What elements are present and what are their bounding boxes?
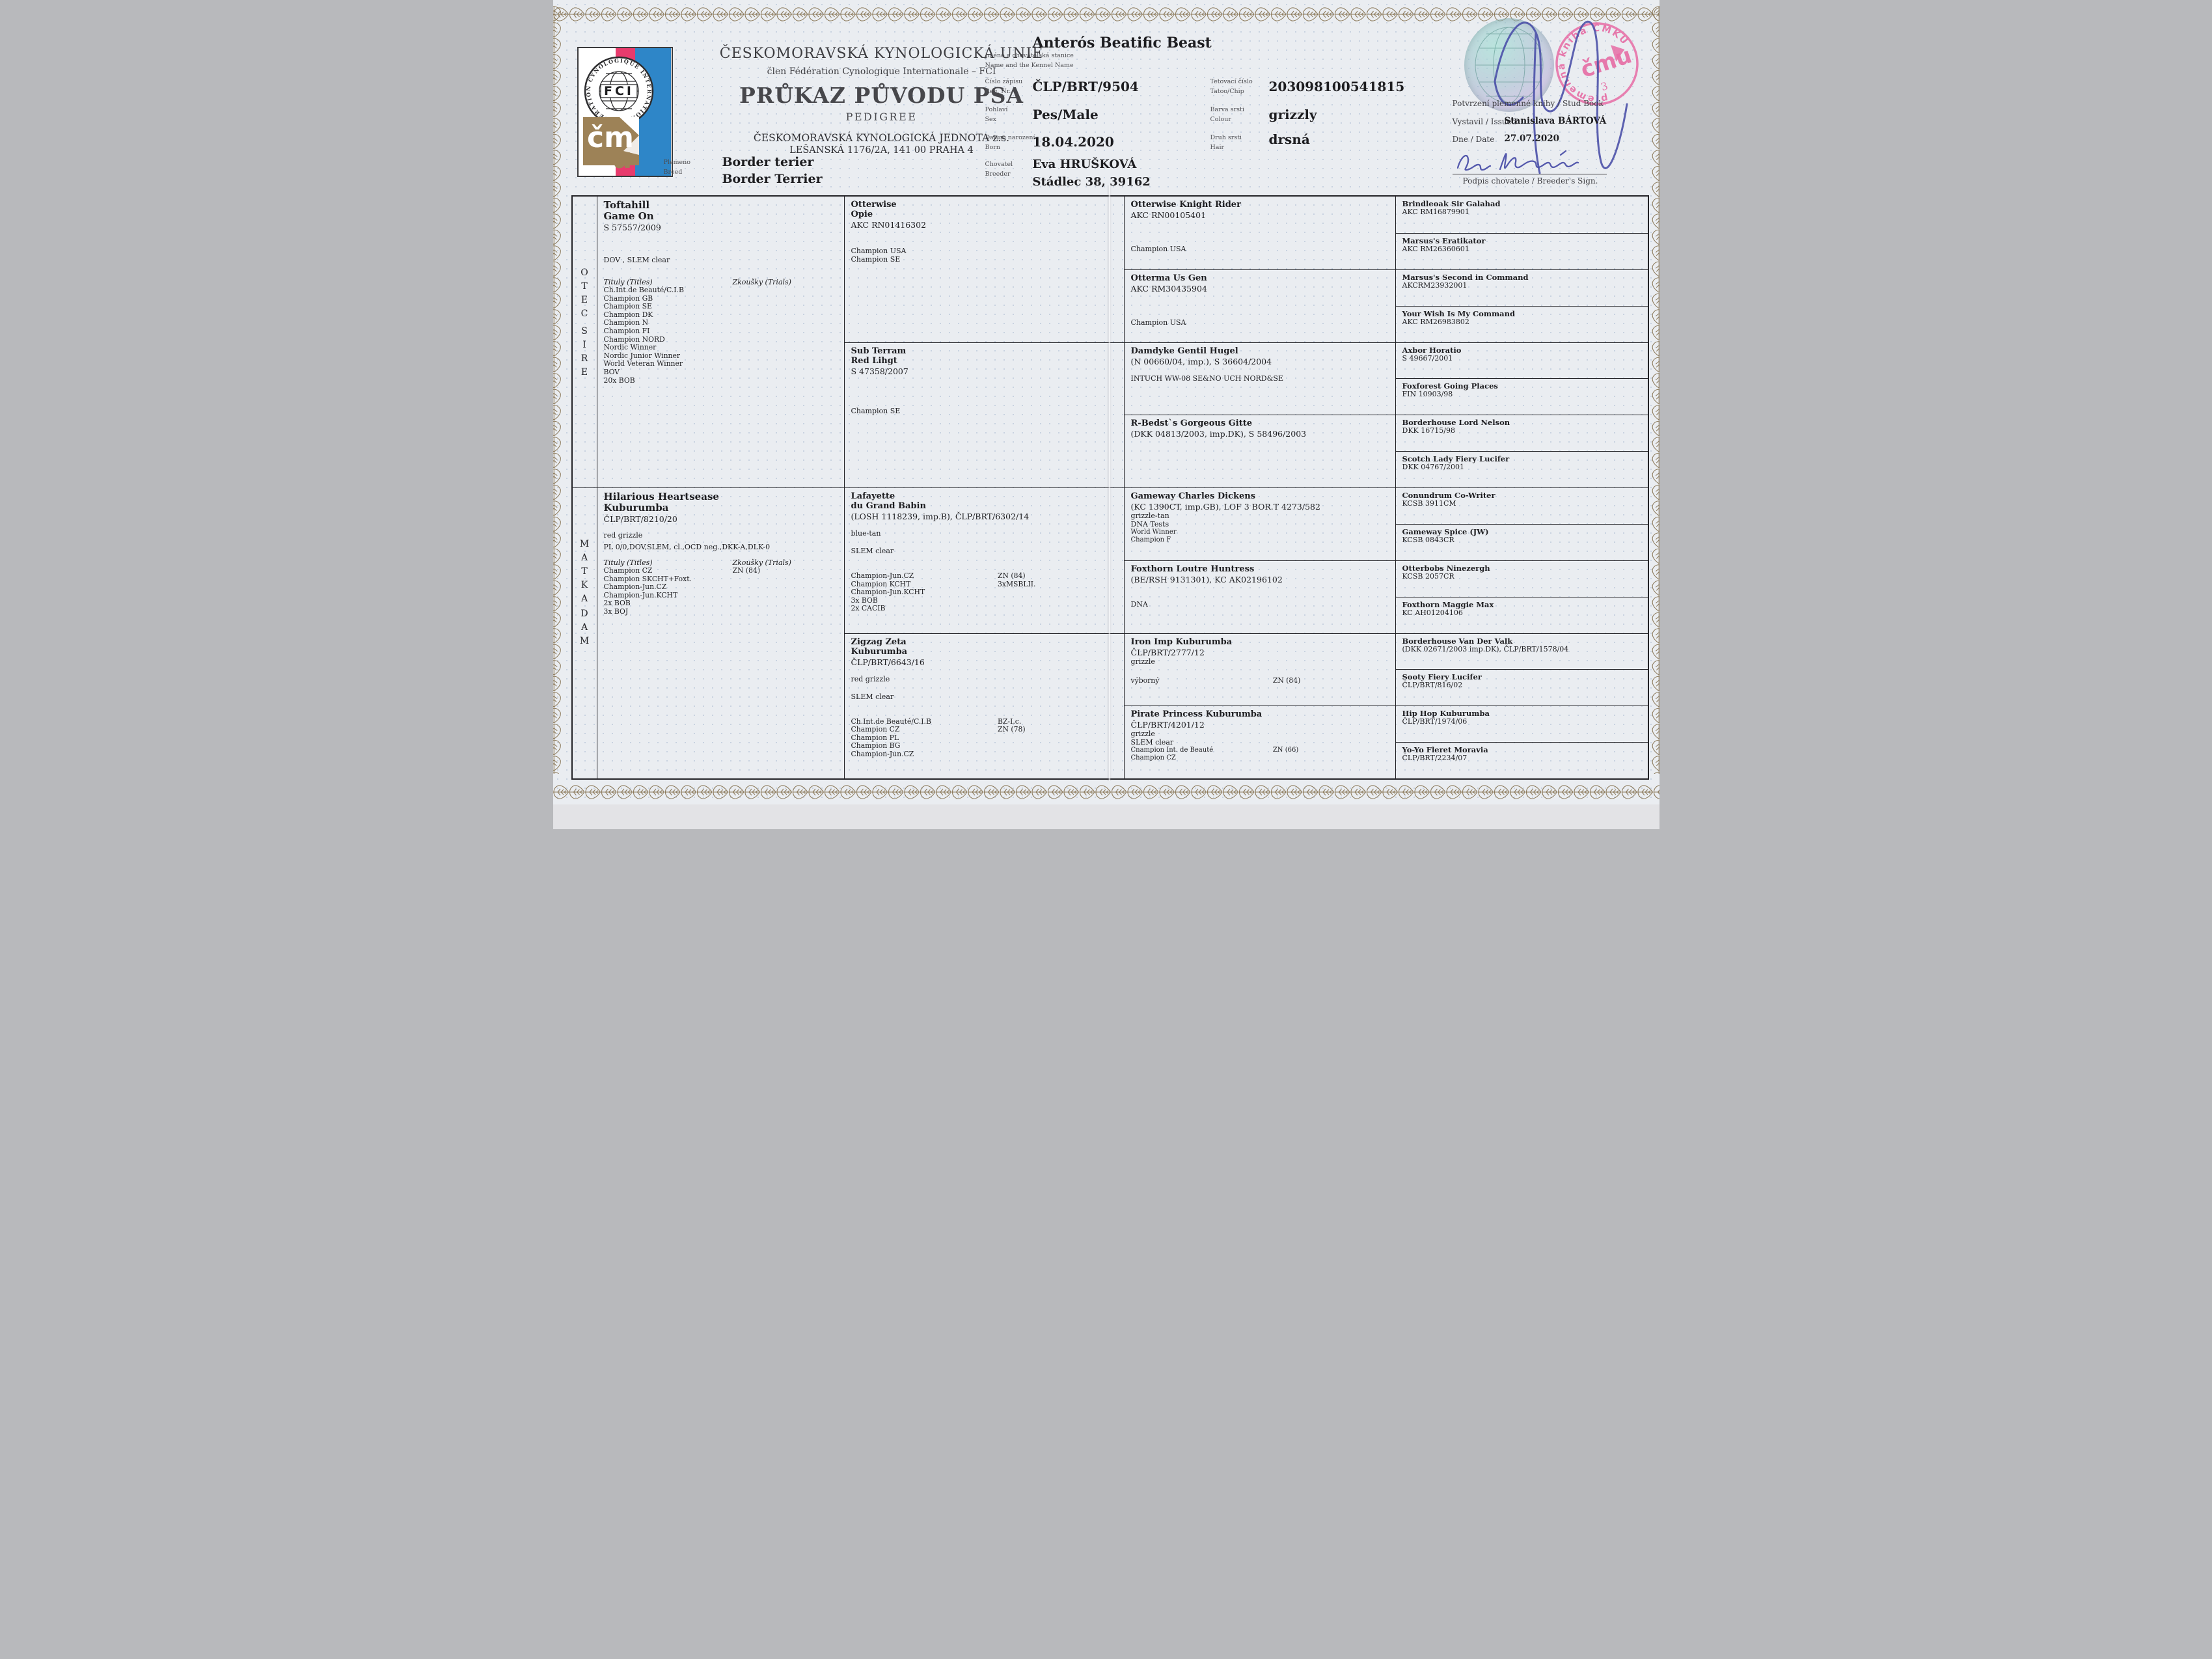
- fci-cmku-logo: FEDERATION CYNOLOGIQUE INTERNATIONALE FC…: [577, 47, 673, 177]
- ancestor-box-g2-3: Lafayette du Grand Babin (LOSH 1118239, …: [843, 487, 1124, 633]
- sex-value: Pes/Male: [1032, 107, 1099, 122]
- issuer-organization: ČESKOMORAVSKÁ KYNOLOGICKÁ JEDNOTA z.s.: [753, 132, 1010, 144]
- ancestor-box-g4-10: Gameway Spice (JW) KCSB 0843CR: [1395, 523, 1648, 560]
- ancestor-box-g4-16: Yo-Yo Fleret Moravia ČLP/BRT/2234/07: [1395, 742, 1648, 778]
- ancestor-box-g3-3: Damdyke Gentil Hugel (N 00660/04, imp.),…: [1123, 342, 1395, 415]
- ancestor-box-g4-7: Borderhouse Lord Nelson DKK 16715/98: [1395, 415, 1648, 452]
- document-title: PRŮKAZ PŮVODU PSA: [739, 83, 1024, 108]
- sire-label: S I R E: [580, 325, 588, 377]
- paper-fold-crease: [1106, 185, 1112, 781]
- dam-label: D A M: [579, 608, 590, 646]
- name-value: Anterós Beatific Beast: [1032, 34, 1212, 51]
- ancestor-box-g2-4: Zigzag Zeta Kuburumba ČLP/BRT/6643/16 re…: [843, 633, 1124, 778]
- ancestor-box-g3-8: Pirate Princess Kuburumba ČLP/BRT/4201/1…: [1123, 706, 1395, 778]
- issued-value: Stanislava BÁRTOVÁ: [1504, 116, 1607, 126]
- tattoo-value: 203098100541815: [1268, 79, 1405, 94]
- ancestor-box-g4-13: Borderhouse Van Der Valk (DKK 02671/2003…: [1395, 633, 1648, 670]
- leaf-border-top: [553, 6, 1659, 23]
- svg-text:u: u: [612, 142, 632, 171]
- issuer-address: LEŠANSKÁ 1176/2A, 141 00 PRAHA 4: [789, 145, 974, 156]
- header-title-block: ČESKOMORAVSKÁ KYNOLOGICKÁ UNIE člen Fédé…: [687, 46, 1077, 156]
- hair-value: drsná: [1268, 131, 1310, 147]
- colour-label: Barva srsti Colour: [1210, 106, 1244, 123]
- hologram-globe-lines: [1475, 27, 1543, 103]
- ancestor-box-g4-2: Marsus's Eratikator AKC RM26360601: [1395, 232, 1648, 269]
- ancestor-box-g3-7: Iron Imp Kuburumba ČLP/BRT/2777/12 grizz…: [1123, 633, 1395, 706]
- ancestor-box-g4-9: Conundrum Co-Writer KCSB 3911CM: [1395, 487, 1648, 524]
- ancestor-box-g4-1: Brindleoak Sir Galahad AKC RM16879901: [1395, 197, 1648, 233]
- ancestor-box-g3-5: Gameway Charles Dickens (KC 1390CT, imp.…: [1123, 487, 1395, 560]
- ancestor-box-g3-1: Otterwise Knight Rider AKC RN00105401 Ch…: [1123, 197, 1395, 269]
- organization-name: ČESKOMORAVSKÁ KYNOLOGICKÁ UNIE: [719, 46, 1044, 62]
- hair-label: Druh srsti Hair: [1210, 134, 1242, 151]
- leaf-border-bottom: [553, 784, 1659, 801]
- colour-value: grizzly: [1268, 107, 1317, 122]
- ancestor-box-g4-6: Foxforest Going Places FIN 10903/98: [1395, 378, 1648, 415]
- reg-label: Číslo zápisu Reg. Nr.: [985, 78, 1023, 95]
- tattoo-label: Tetovací číslo Tatoo/Chip: [1210, 78, 1253, 95]
- leaf-border-right: [1650, 6, 1659, 774]
- born-value: 18.04.2020: [1032, 134, 1114, 150]
- ancestor-box-sire: Toftahill Game On S 57557/2009 DOV , SLE…: [596, 197, 844, 487]
- trials-label: Zkoušky (Trials): [732, 558, 791, 567]
- matka-label: M A T K A: [579, 538, 590, 604]
- sire-side-label: O T E C S I R E: [573, 197, 597, 487]
- reg-value: ČLP/BRT/9504: [1032, 79, 1139, 94]
- name-label: Jméno a chovatelská stanice Name and the…: [985, 52, 1074, 69]
- cmku-logo-icon: čm u: [582, 117, 639, 171]
- breeder-label: Chovatel Breeder: [985, 161, 1013, 178]
- ancestor-box-g4-4: Your Wish Is My Command AKC RM26983802: [1395, 305, 1648, 342]
- ancestor-box-g3-6: Foxthorn Loutre Huntress (BE/RSH 9131301…: [1123, 560, 1395, 633]
- svg-text:FCI: FCI: [604, 84, 634, 98]
- svg-text:3: 3: [1599, 79, 1609, 93]
- svg-text:čm: čm: [587, 121, 634, 154]
- ancestor-box-g4-15: Hip Hop Kuburumba ČLP/BRT/1974/06: [1395, 706, 1648, 743]
- ancestor-box-g4-8: Scotch Lady Fiery Lucifer DKK 04767/2001: [1395, 451, 1648, 487]
- breeder-value: Eva HRUŠKOVÁ Stádlec 38, 39162: [1032, 158, 1151, 189]
- otec-label: O T E C: [580, 267, 588, 320]
- ancestor-box-dam: Hilarious Heartsease Kuburumba ČLP/BRT/8…: [596, 487, 844, 778]
- ancestor-box-g4-3: Marsus's Second in Command AKCRM23932001: [1395, 269, 1648, 306]
- date-label: Dne / Date: [1452, 135, 1495, 144]
- trials-label: Zkoušky (Trials): [732, 278, 791, 286]
- ancestor-box-g2-1: Otterwise Opie AKC RN01416302 Champion U…: [843, 197, 1124, 342]
- dam-side-label: M A T K A D A M: [572, 487, 597, 778]
- scanner-edge: [553, 804, 1659, 829]
- breed-value: Border terier Border Terrier: [722, 155, 823, 186]
- ancestor-box-g4-5: Axbor Horatio S 49667/2001: [1395, 342, 1648, 379]
- fci-member-line: člen Fédération Cynologique Internationa…: [767, 66, 996, 77]
- ancestor-box-g4-12: Foxthorn Maggie Max KC AH01204106: [1395, 596, 1648, 633]
- pedigree-table: O T E C S I R E M A T K A D A M Toftahil…: [571, 195, 1649, 780]
- ancestor-box-g3-2: Otterma Us Gen AKC RM30435904 Champion U…: [1123, 269, 1395, 342]
- ancestor-box-g2-2: Sub Terram Red Lihgt S 47358/2007 Champi…: [843, 342, 1124, 487]
- born-label: Datum narození Born: [985, 134, 1035, 151]
- ancestor-box-g4-11: Otterbobs Ninezergh KCSB 2057CR: [1395, 560, 1648, 597]
- ancestor-box-g4-14: Sooty Fiery Lucifer ČLP/BRT/816/02: [1395, 669, 1648, 706]
- breed-label: Plemeno Breed: [663, 159, 691, 176]
- breeder-sign-label: Podpis chovatele / Breeder's Sign.: [1462, 176, 1598, 185]
- fci-globe-icon: FEDERATION CYNOLOGIQUE INTERNATIONALE FC…: [584, 56, 653, 126]
- ancestor-box-g3-4: R-Bedst`s Gorgeous Gitte (DKK 04813/2003…: [1123, 415, 1395, 487]
- document-subtitle: PEDIGREE: [845, 111, 918, 123]
- pedigree-document-page: FEDERATION CYNOLOGIQUE INTERNATIONALE FC…: [553, 0, 1659, 829]
- titles-label: Tituly (Titles): [603, 558, 653, 567]
- issued-label: Vystavil / Issued: [1452, 117, 1517, 126]
- sex-label: Pohlaví Sex: [985, 106, 1008, 123]
- titles-label: Tituly (Titles): [603, 278, 653, 286]
- svg-text:čmu: čmu: [1577, 42, 1635, 83]
- date-value: 27.07.2020: [1504, 133, 1560, 144]
- studbook-confirm-label: Potvrzení plemenné knihy / Stud Book: [1452, 99, 1604, 108]
- leaf-border-left: [553, 6, 562, 774]
